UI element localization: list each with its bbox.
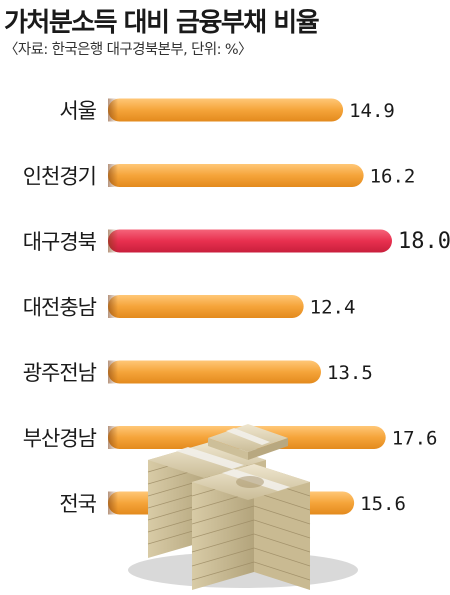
bar-row: 광주전남 13.5 [23, 360, 373, 385]
bar-row: 부산경남 17.6 [23, 426, 438, 451]
category-label: 부산경남 [23, 427, 97, 451]
value-label: 15.6 [360, 493, 406, 515]
bar-edge-shade [108, 98, 118, 122]
bar-edge-shade [108, 360, 118, 384]
value-label: 17.6 [392, 428, 438, 450]
bar-edge-shade [108, 164, 118, 187]
bar-edge-shade [108, 295, 118, 318]
category-label: 대전충남 [23, 296, 97, 320]
bar-highlight [108, 229, 392, 253]
bar [108, 295, 304, 318]
bar-row: 대전충남 12.4 [23, 295, 356, 320]
stacked-money-bundles-icon [128, 424, 358, 590]
bar [108, 360, 321, 384]
value-label: 13.5 [327, 362, 373, 384]
category-label: 광주전남 [23, 361, 97, 385]
value-label: 12.4 [310, 297, 356, 319]
bar-edge-shade [108, 229, 118, 253]
bar [108, 164, 364, 187]
category-label: 전국 [59, 492, 96, 516]
bar [108, 98, 344, 122]
category-label: 서울 [59, 99, 96, 123]
chart-title: 가처분소득 대비 금융부채 비율 [4, 8, 320, 38]
value-label: 16.2 [370, 166, 416, 188]
chart-source: 〈자료: 한국은행 대구경북본부, 단위: %〉 [4, 42, 253, 58]
category-label: 인천경기 [23, 165, 96, 189]
bar-row: 서울 14.9 [59, 98, 395, 123]
value-label: 14.9 [349, 100, 395, 122]
bar-row: 인천경기 16.2 [23, 164, 416, 189]
value-label: 18.0 [398, 229, 450, 254]
bar-edge-shade [108, 426, 118, 449]
bar-row: 대구경북 18.0 [23, 229, 450, 254]
bar-edge-shade [108, 491, 118, 515]
category-label: 대구경북 [23, 230, 97, 254]
